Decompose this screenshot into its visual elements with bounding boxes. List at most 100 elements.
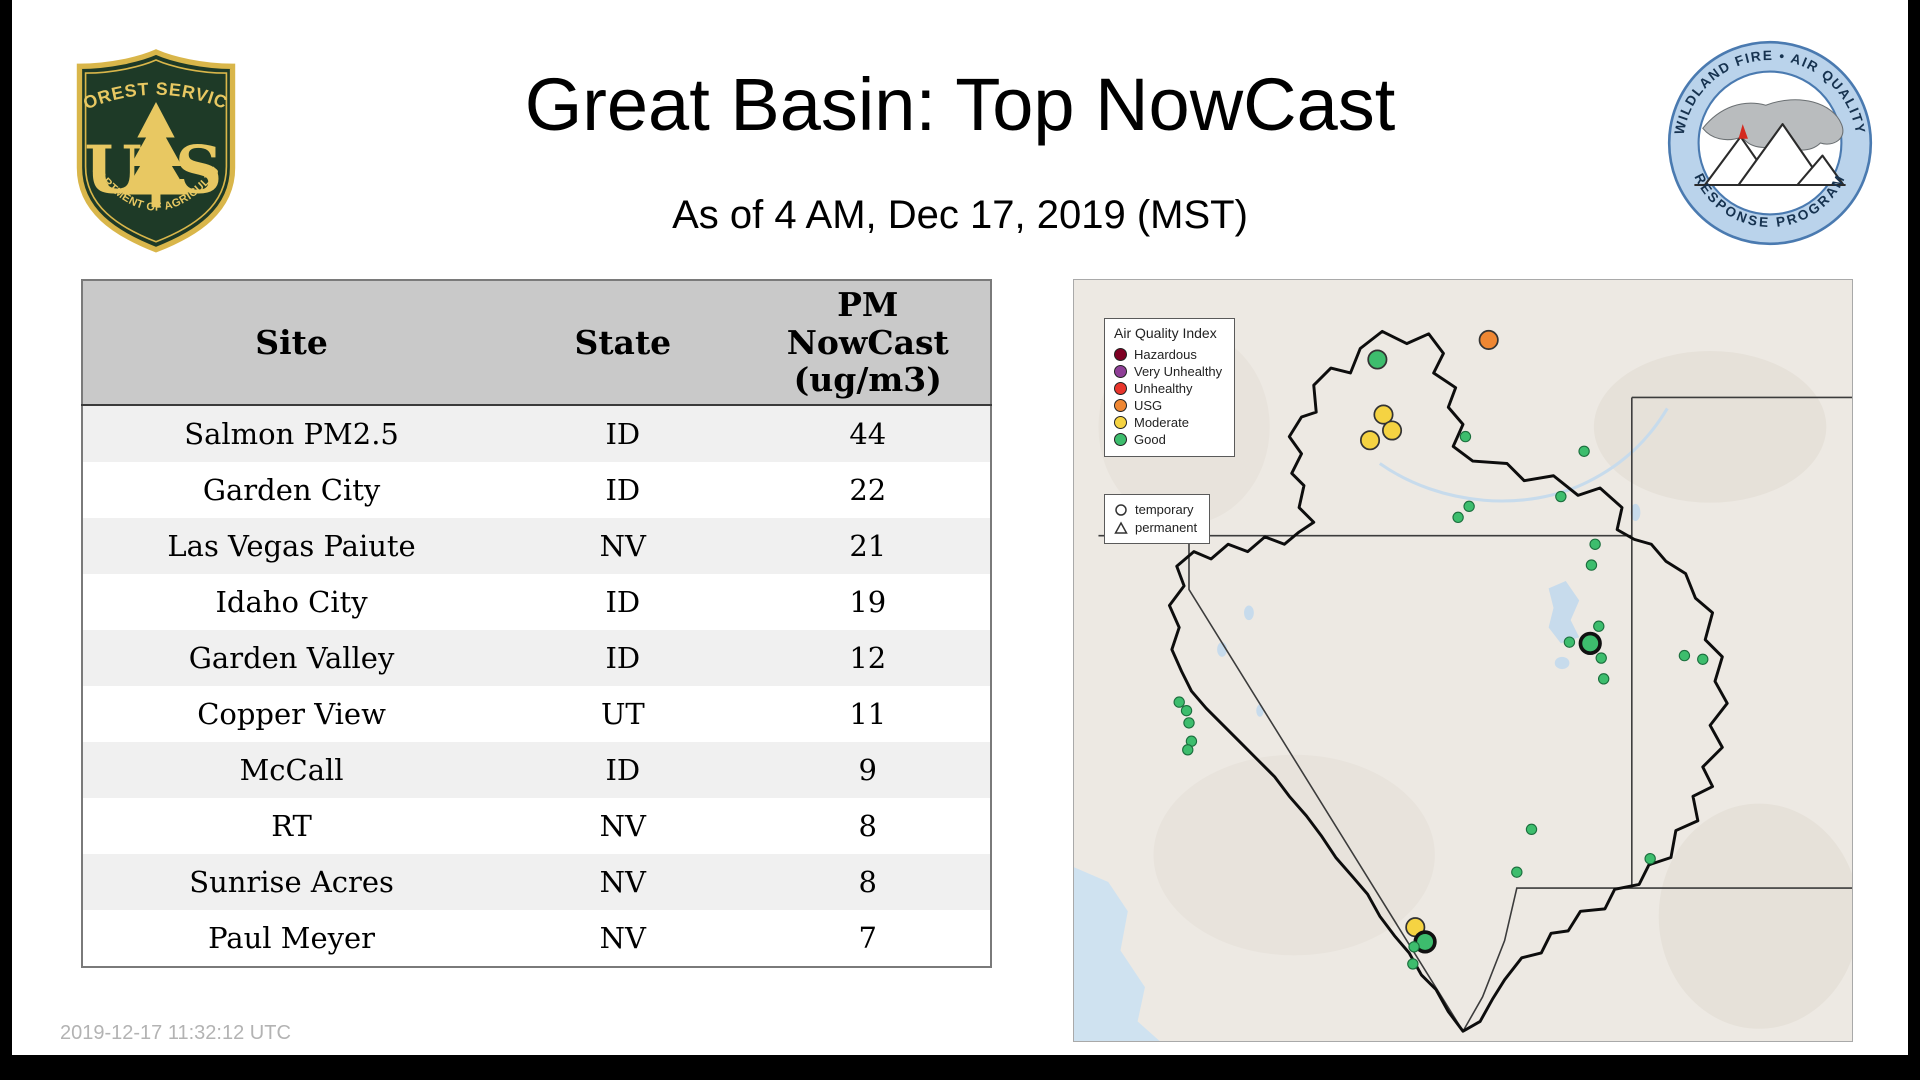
aqi-marker: [1644, 853, 1656, 865]
very-unhealthy-swatch-icon: [1114, 365, 1127, 378]
aqi-marker: [1452, 511, 1464, 524]
usfs-letter-u: U: [85, 131, 142, 209]
state-cell: ID: [605, 641, 641, 675]
value-cell: 8: [858, 809, 877, 843]
legend-label: USG: [1134, 398, 1163, 413]
site-cell: Salmon PM2.5: [184, 417, 399, 451]
mountains-icon: [1694, 123, 1846, 187]
usg-swatch-icon: [1114, 399, 1127, 412]
legend-label: temporary: [1135, 502, 1194, 517]
great-basin-boundary: [1167, 329, 1729, 1033]
table-row: Garden Valley ID 12: [82, 630, 991, 686]
aqi-marker: [1373, 404, 1394, 425]
value-cell: 22: [849, 473, 887, 507]
moderate-swatch-icon: [1114, 416, 1127, 429]
legend-item: Unhealthy: [1114, 380, 1222, 397]
value-cell: 9: [858, 753, 877, 787]
usfs-logo: FOREST SERVICE U S DEPARTMENT OF AGRICUL…: [67, 42, 236, 253]
aqi-marker: [1180, 704, 1193, 717]
aqi-marker: [1459, 430, 1472, 443]
legend-item: Hazardous: [1114, 346, 1222, 363]
aqi-marker: [1595, 652, 1607, 664]
legend-item: Very Unhealthy: [1114, 363, 1222, 380]
col-header-value-text: PM NowCast (ug/m3): [786, 284, 949, 400]
aqi-markers-layer: [1173, 329, 1709, 970]
aqi-marker: [1173, 696, 1185, 708]
site-cell: McCall: [239, 753, 344, 787]
legend-label: Very Unhealthy: [1134, 364, 1223, 379]
marker-type-legend: temporary permanent: [1104, 494, 1211, 544]
value-cell: 11: [849, 697, 887, 731]
pacific-ocean: [1074, 867, 1160, 1041]
usfs-tree-icon: [123, 101, 189, 207]
good-swatch-icon: [1114, 433, 1127, 446]
site-cell: Las Vegas Paiute: [167, 529, 416, 563]
table-row: Idaho City ID 19: [82, 574, 991, 630]
aqi-marker: [1382, 420, 1403, 441]
aqi-legend: Air Quality Index Hazardous Very Unhealt…: [1104, 318, 1236, 457]
state-cell: UT: [600, 697, 645, 731]
legend-label: Good: [1134, 432, 1166, 447]
aqi-marker: [1463, 500, 1475, 513]
table-row: Sunrise Acres NV 8: [82, 854, 991, 910]
aqi-marker: [1183, 717, 1195, 729]
legend-item: Moderate: [1114, 414, 1222, 431]
value-cell: 8: [858, 865, 877, 899]
site-cell: Garden Valley: [188, 641, 395, 675]
report-slide: FOREST SERVICE U S DEPARTMENT OF AGRICUL…: [12, 0, 1908, 1055]
legend-item: temporary: [1114, 501, 1197, 519]
hazardous-swatch-icon: [1114, 348, 1127, 361]
aqi-marker: [1589, 538, 1601, 550]
table-row: Las Vegas Paiute NV 21: [82, 518, 991, 574]
aqi-marker: [1697, 653, 1709, 665]
site-cell: Idaho City: [215, 585, 368, 619]
nowcast-table: Site State PM NowCast (ug/m3) Salmon PM2…: [81, 279, 992, 968]
aqi-marker: [1525, 823, 1538, 836]
state-cell: NV: [599, 921, 646, 955]
table-row: Garden City ID 22: [82, 462, 991, 518]
state-cell: NV: [599, 865, 646, 899]
legend-label: Hazardous: [1134, 347, 1197, 362]
legend-label: Moderate: [1134, 415, 1189, 430]
site-cell: Paul Meyer: [208, 921, 376, 955]
temporary-circle-icon: [1115, 504, 1127, 516]
site-cell: RT: [271, 809, 312, 843]
table-row: RT NV 8: [82, 798, 991, 854]
table-header-row: Site State PM NowCast (ug/m3): [82, 280, 991, 406]
legend-item: Good: [1114, 431, 1222, 448]
usfs-letter-s: S: [175, 131, 223, 209]
aqi-marker: [1408, 941, 1420, 953]
wfaqrp-logo: WILDLAND FIRE • AIR QUALITY RESPONSE PRO…: [1667, 40, 1873, 246]
site-cell: Copper View: [197, 697, 386, 731]
great-basin-map-panel: Air Quality Index Hazardous Very Unhealt…: [1073, 279, 1853, 1042]
state-cell: NV: [599, 809, 646, 843]
col-header-state: State: [500, 280, 746, 406]
value-cell: 19: [849, 585, 887, 619]
aqi-marker: [1578, 631, 1602, 655]
state-cell: ID: [605, 417, 641, 451]
value-cell: 7: [858, 921, 877, 955]
usfs-shield-pinstripe: [84, 59, 228, 243]
page-title: Great Basin: Top NowCast: [524, 63, 1396, 146]
legend-label: Unhealthy: [1134, 381, 1193, 396]
generated-timestamp: 2019-12-17 11:32:12 UTC: [60, 1022, 291, 1044]
aqi-marker: [1555, 490, 1567, 503]
aqi-marker: [1367, 349, 1388, 370]
unhealthy-swatch-icon: [1114, 382, 1127, 395]
state-cell: ID: [605, 585, 641, 619]
aqi-marker: [1585, 559, 1598, 571]
aqi-marker: [1182, 744, 1194, 756]
permanent-triangle-icon: [1114, 521, 1128, 534]
aqi-marker: [1511, 866, 1523, 878]
state-cell: ID: [605, 753, 641, 787]
aqi-marker: [1597, 673, 1610, 685]
col-header-value: PM NowCast (ug/m3): [745, 280, 991, 406]
state-cell: NV: [599, 529, 646, 563]
aqi-marker: [1578, 445, 1590, 457]
aqi-marker: [1360, 430, 1381, 451]
aqi-legend-title: Air Quality Index: [1114, 325, 1217, 341]
col-header-site: Site: [82, 280, 501, 406]
table-row: McCall ID 9: [82, 742, 991, 798]
table-row: Copper View UT 11: [82, 686, 991, 742]
value-cell: 44: [849, 417, 887, 451]
